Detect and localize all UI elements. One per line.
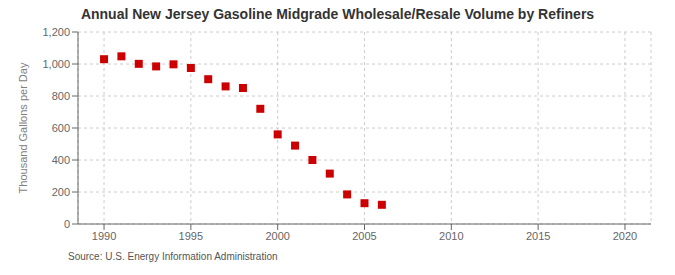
svg-text:1990: 1990: [92, 230, 116, 242]
svg-text:2005: 2005: [352, 230, 376, 242]
svg-text:600: 600: [52, 122, 70, 134]
svg-text:1,000: 1,000: [42, 58, 70, 70]
svg-text:1995: 1995: [179, 230, 203, 242]
svg-text:0: 0: [64, 218, 70, 230]
svg-text:2000: 2000: [265, 230, 289, 242]
svg-text:2015: 2015: [526, 230, 550, 242]
svg-text:2010: 2010: [439, 230, 463, 242]
html-text:Annual New Jersey Gasoline Mid: Annual New Jersey Gasoline Midgrade Whol…: [80, 6, 595, 22]
svg-text:1,200: 1,200: [42, 26, 70, 38]
svg-text:2020: 2020: [613, 230, 637, 242]
html-text:Source: U.S. Energy Informatio: Source: U.S. Energy Information Administ…: [68, 251, 278, 262]
svg-text:800: 800: [52, 90, 70, 102]
svg-text:200: 200: [52, 186, 70, 198]
svg-text:400: 400: [52, 154, 70, 166]
svg-text:Thousand Gallons per Day: Thousand Gallons per Day: [17, 62, 29, 193]
